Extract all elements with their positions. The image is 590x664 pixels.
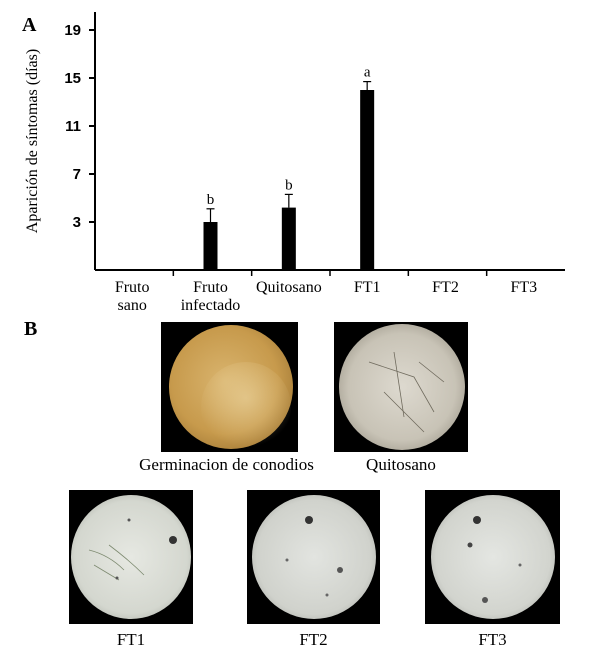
y-tick-label: 11 (65, 118, 81, 135)
germination-micrograph (161, 322, 298, 452)
bar (281, 207, 296, 270)
ft3-particles (467, 516, 522, 603)
x-tick-label: Fruto infectado (181, 279, 241, 314)
panel-a-label: A (22, 14, 37, 36)
ft2-particles (285, 516, 343, 597)
ft1-micrograph (69, 490, 193, 624)
x-tick-label: FT1 (354, 279, 381, 296)
panel-b-label: B (24, 318, 38, 340)
ft1-caption: FT1 (116, 630, 146, 649)
significance-letter: b (285, 177, 293, 193)
chitosan-caption: Quitosano (366, 455, 436, 474)
x-tick-label: FT2 (432, 279, 459, 296)
y-tick-label: 3 (73, 214, 81, 231)
y-axis-label: Aparición de síntomas (días) (24, 49, 41, 233)
ft2-micrograph (247, 490, 380, 624)
significance-letter: b (207, 192, 215, 208)
bar-chart: 3 7 11 15 19 Aparición de síntomas (días) Frut… (24, 12, 565, 314)
x-tick-label: Fruto sano (115, 279, 150, 314)
ft3-caption: FT3 (478, 630, 507, 649)
ft1-particles (88, 518, 177, 581)
ft3-micrograph (425, 490, 560, 624)
y-tick-label: 7 (73, 166, 81, 183)
x-tick-label: FT3 (510, 279, 537, 296)
chitosan-micrograph (334, 322, 468, 452)
y-tick-label: 19 (64, 22, 81, 39)
y-tick-label: 15 (64, 70, 81, 87)
bar (360, 90, 375, 270)
germination-caption: Germinacion de conodios (139, 455, 314, 474)
ft2-caption: FT2 (299, 630, 328, 649)
x-tick-label: Quitosano (256, 279, 322, 296)
hyphae-lines (368, 351, 445, 433)
significance-letter: a (364, 65, 371, 81)
bar (203, 222, 218, 270)
